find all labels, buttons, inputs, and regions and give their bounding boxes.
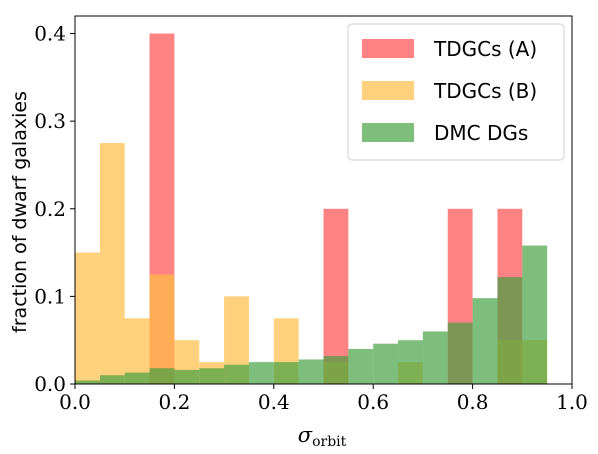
y-tick-label: 0.4 xyxy=(34,22,66,46)
x-tick-label: 0.2 xyxy=(158,390,190,414)
bar-tdgcs-b-3 xyxy=(149,274,175,384)
x-axis-label-subscript: orbit xyxy=(312,434,347,450)
y-tick-label: 0.3 xyxy=(34,109,66,133)
x-tick-label: 0.6 xyxy=(357,390,389,414)
x-tick-label: 0.8 xyxy=(457,390,489,414)
bar-tdgcs-b-0 xyxy=(75,252,100,384)
x-axis-label: σorbit xyxy=(298,423,347,450)
x-tick-label: 0.0 xyxy=(59,390,91,414)
y-axis-label: fraction of dwarf galaxies xyxy=(9,91,31,333)
bar-tdgcs-b-1 xyxy=(99,143,125,384)
bar-dmc-dgs-7 xyxy=(248,362,274,384)
y-tick-label: 0.0 xyxy=(34,372,66,396)
bar-tdgcs-a-10 xyxy=(323,208,349,384)
bar-dmc-dgs-0 xyxy=(75,380,100,384)
bar-dmc-dgs-11 xyxy=(348,348,374,384)
bar-dmc-dgs-6 xyxy=(224,364,249,384)
bar-dmc-dgs-8 xyxy=(273,362,299,384)
legend-swatch-dmc-dgs xyxy=(362,123,414,142)
legend-swatch-tdgcs-a xyxy=(362,39,414,58)
x-tick-label: 0.4 xyxy=(258,390,290,414)
bar-dmc-dgs-18 xyxy=(522,245,548,384)
histogram-bars xyxy=(75,33,548,385)
bar-dmc-dgs-9 xyxy=(298,359,324,384)
legend: TDGCs (A) TDGCs (B) DMC DGs xyxy=(347,23,565,161)
bar-dmc-dgs-5 xyxy=(199,368,225,384)
bar-dmc-dgs-15 xyxy=(447,322,473,384)
bar-dmc-dgs-12 xyxy=(373,343,399,384)
bar-dmc-dgs-10 xyxy=(323,355,349,384)
ticks: 0.0 0.2 0.4 0.6 0.8 1.0 0.0 0.1 0.2 0.3 0.4 xyxy=(34,22,588,414)
y-tick-label: 0.2 xyxy=(34,197,66,221)
legend-swatch-tdgcs-b xyxy=(362,81,414,100)
legend-label-dmc-dgs: DMC DGs xyxy=(434,121,528,145)
bar-dmc-dgs-17 xyxy=(497,277,523,384)
x-tick-label: 1.0 xyxy=(556,390,588,414)
bar-dmc-dgs-13 xyxy=(398,340,423,384)
y-tick-label: 0.1 xyxy=(34,284,66,308)
bar-dmc-dgs-4 xyxy=(174,369,200,384)
bar-dmc-dgs-16 xyxy=(472,298,498,384)
bar-dmc-dgs-14 xyxy=(422,331,448,384)
series-dmc-dgs xyxy=(75,245,548,384)
plot-frame xyxy=(74,15,573,385)
x-axis-label-symbol: σ xyxy=(298,423,313,447)
legend-label-tdgcs-b: TDGCs (B) xyxy=(433,79,537,103)
axes xyxy=(74,15,573,385)
bar-dmc-dgs-1 xyxy=(99,375,125,384)
bar-dmc-dgs-2 xyxy=(124,372,150,384)
legend-label-tdgcs-a: TDGCs (A) xyxy=(433,37,537,61)
bar-dmc-dgs-3 xyxy=(149,368,175,384)
